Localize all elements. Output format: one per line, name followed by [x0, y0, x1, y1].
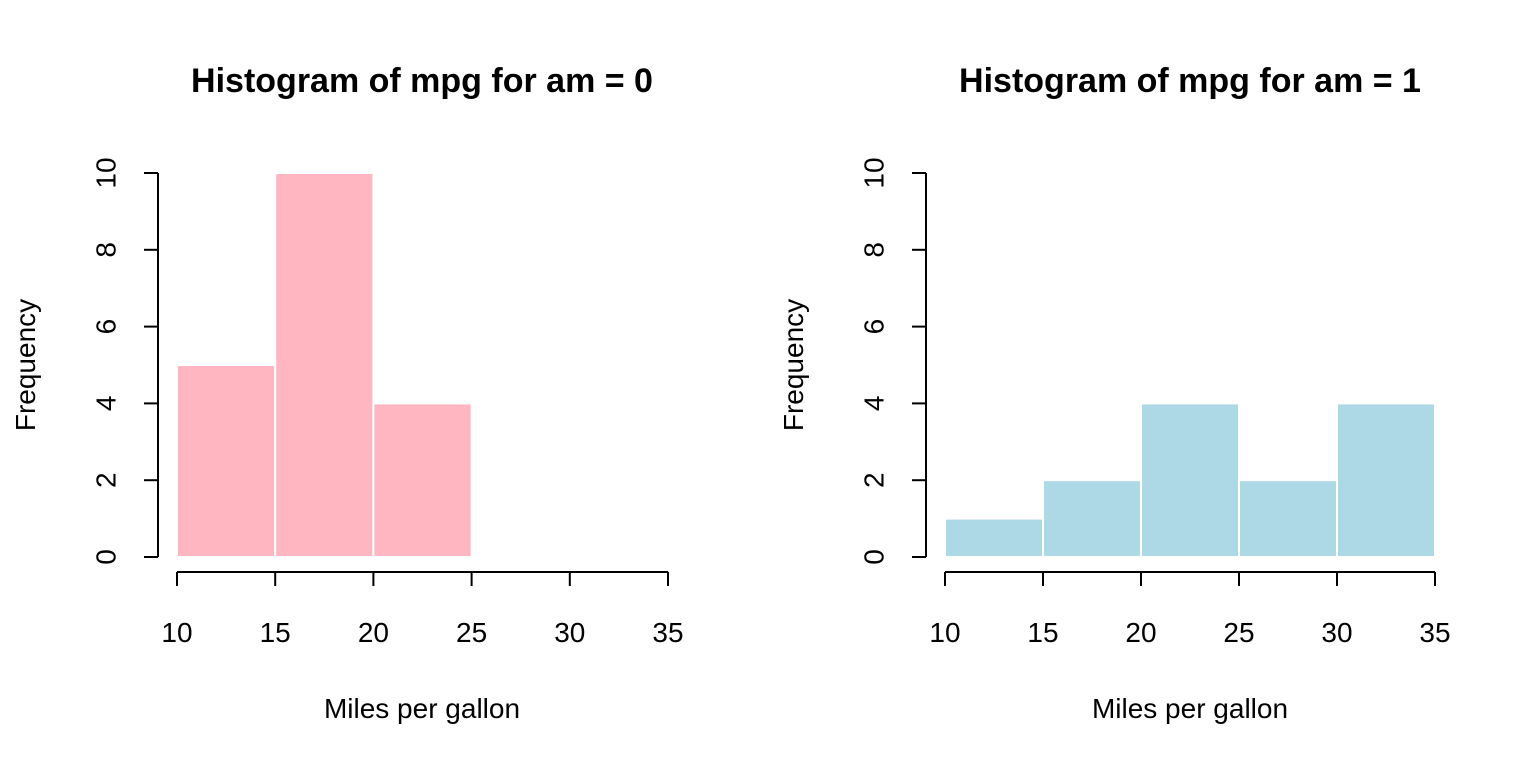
y-axis: 0 2 4 6 8 10: [91, 157, 159, 565]
y-tick-label: 0: [91, 549, 122, 565]
x-tick-label: 20: [1125, 617, 1156, 648]
y-tick-label: 6: [859, 319, 890, 335]
x-axis: 10 15 20 25 30 35: [161, 571, 684, 648]
bars-group: [176, 172, 473, 558]
y-tick-label: 2: [91, 472, 122, 488]
x-tick-label: 30: [1321, 617, 1352, 648]
histogram-panel-am-0: Histogram of mpg for am = 0 10 15 20 25 30 35…: [10, 62, 684, 724]
histogram-bar: [176, 364, 277, 558]
histogram-panel-am-1: Histogram of mpg for am = 1 10 15 20 25 30 35…: [778, 62, 1451, 724]
y-tick-label: 2: [859, 472, 890, 488]
x-tick-label: 15: [1027, 617, 1058, 648]
histogram-bar: [1238, 479, 1338, 559]
x-axis-label: Miles per gallon: [324, 693, 520, 724]
y-tick-label: 8: [91, 242, 122, 258]
histogram-bar: [1042, 479, 1142, 559]
x-tick-label: 10: [929, 617, 960, 648]
y-axis-label: Frequency: [778, 299, 809, 431]
histogram-bar: [944, 517, 1044, 558]
x-tick-label: 15: [260, 617, 291, 648]
y-tick-label: 4: [859, 396, 890, 412]
y-tick-label: 0: [859, 549, 890, 565]
y-axis-label: Frequency: [10, 299, 41, 431]
y-tick-label: 8: [859, 242, 890, 258]
histogram-bar: [1140, 402, 1240, 558]
x-tick-label: 35: [652, 617, 683, 648]
y-tick-label: 4: [91, 396, 122, 412]
chart-title: Histogram of mpg for am = 0: [191, 62, 653, 100]
chart-title: Histogram of mpg for am = 1: [959, 62, 1421, 100]
x-axis-label: Miles per gallon: [1092, 693, 1288, 724]
x-tick-label: 35: [1419, 617, 1450, 648]
x-tick-label: 20: [358, 617, 389, 648]
histogram-bar: [274, 172, 375, 558]
y-tick-label: 10: [91, 157, 122, 188]
histogram-bar: [372, 402, 473, 558]
y-tick-label: 10: [859, 157, 890, 188]
histogram-bar: [1336, 402, 1436, 558]
x-tick-label: 25: [456, 617, 487, 648]
x-tick-label: 10: [161, 617, 192, 648]
y-tick-label: 6: [91, 319, 122, 335]
x-tick-label: 25: [1223, 617, 1254, 648]
x-axis: 10 15 20 25 30 35: [929, 571, 1451, 648]
y-axis: 0 2 4 6 8 10: [859, 157, 927, 565]
bars-group: [944, 402, 1436, 559]
x-tick-label: 30: [554, 617, 585, 648]
